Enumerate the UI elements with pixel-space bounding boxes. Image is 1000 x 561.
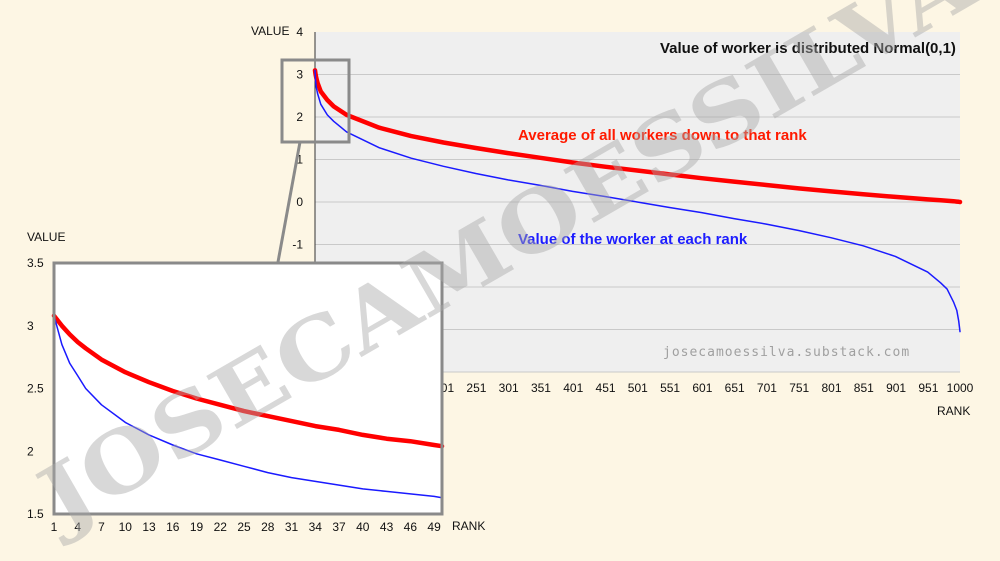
- blue-series-label: Value of the worker at each rank: [518, 231, 748, 248]
- x-tick-label: 37: [332, 520, 346, 534]
- x-tick-label: 651: [725, 381, 745, 395]
- x-tick-label: 10: [119, 520, 133, 534]
- x-tick-label: 401: [563, 381, 583, 395]
- x-tick-label: 34: [309, 520, 323, 534]
- y-tick-label: 3.5: [27, 256, 44, 270]
- inset-x-tick-labels: 1 4 7 10 13 16 19 22 25 28 31 34 37 40 43 46 49: [51, 520, 441, 534]
- x-tick-label: 16: [166, 520, 180, 534]
- zoom-source-box: [280, 58, 351, 144]
- y-tick-label: 3: [296, 68, 303, 82]
- main-x-axis-title: RANK: [937, 404, 970, 418]
- x-tick-label: 251: [466, 381, 486, 395]
- x-tick-label: 31: [285, 520, 299, 534]
- y-tick-label: 2: [296, 110, 303, 124]
- x-tick-label: 4: [74, 520, 81, 534]
- x-tick-label: 551: [660, 381, 680, 395]
- main-chart-title: Value of worker is distributed Normal(0,…: [660, 40, 956, 57]
- inset-plot-area: [54, 263, 442, 514]
- x-tick-label: 22: [214, 520, 228, 534]
- main-y-axis-title: VALUE: [251, 24, 289, 38]
- x-tick-label: 701: [757, 381, 777, 395]
- series-line-worker: [53, 314, 443, 499]
- x-tick-label: 851: [854, 381, 874, 395]
- y-tick-label: 2: [27, 444, 34, 458]
- y-tick-label: 3: [27, 319, 34, 333]
- credit-text: josecamoessilva.substack.com: [663, 345, 910, 360]
- x-tick-label: 801: [822, 381, 842, 395]
- inset-x-axis-title: RANK: [452, 519, 485, 533]
- x-tick-label: 1000: [947, 381, 974, 395]
- series-line-average: [312, 68, 963, 205]
- zoom-connector-line: [276, 141, 302, 263]
- main-series-lines: [312, 68, 963, 333]
- y-tick-label: -1: [292, 238, 303, 252]
- x-tick-label: 601: [692, 381, 712, 395]
- y-tick-label: 1: [296, 153, 303, 167]
- x-tick-label: 28: [261, 520, 275, 534]
- inset-series-lines: [51, 313, 445, 499]
- x-tick-label: 25: [237, 520, 251, 534]
- x-tick-label: 19: [190, 520, 204, 534]
- inset-y-tick-labels: 3.5 3 2.5 2 1.5: [27, 256, 44, 521]
- series-line-worker: [314, 69, 961, 333]
- red-series-label: Average of all workers down to that rank: [518, 127, 807, 144]
- x-tick-label: 1: [51, 520, 58, 534]
- x-tick-label: 7: [98, 520, 105, 534]
- inset-frame: [52, 261, 444, 516]
- y-tick-label: 1.5: [27, 507, 44, 521]
- x-tick-label: 751: [789, 381, 809, 395]
- y-tick-label: 0: [296, 195, 303, 209]
- x-tick-label: 40: [356, 520, 370, 534]
- x-tick-label: 951: [918, 381, 938, 395]
- x-tick-label: 451: [596, 381, 616, 395]
- x-tick-label: 46: [404, 520, 418, 534]
- x-tick-label: 351: [531, 381, 551, 395]
- x-tick-label: 901: [886, 381, 906, 395]
- x-tick-label: 49: [427, 520, 441, 534]
- x-tick-label: 13: [142, 520, 156, 534]
- y-tick-label: 2.5: [27, 382, 44, 396]
- series-line-average: [51, 313, 445, 449]
- x-tick-label: 43: [380, 520, 394, 534]
- x-tick-label: 301: [499, 381, 519, 395]
- y-tick-label: 4: [296, 25, 303, 39]
- x-tick-label: 501: [628, 381, 648, 395]
- inset-y-axis-title: VALUE: [27, 230, 65, 244]
